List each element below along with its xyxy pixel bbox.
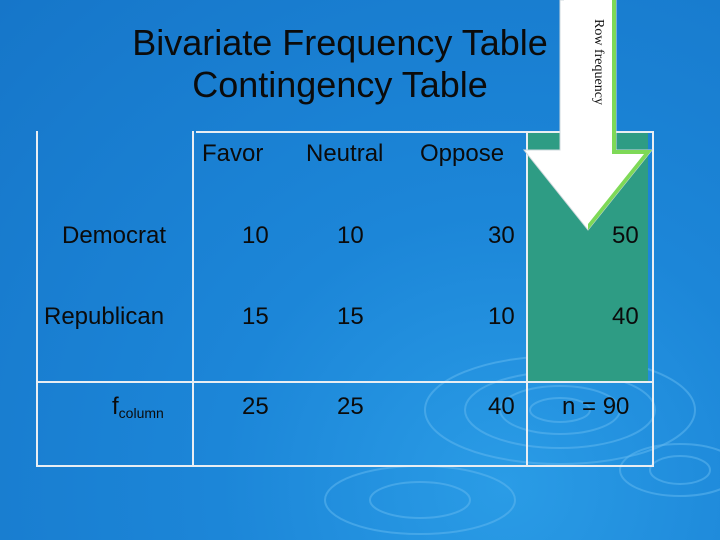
table-column-divider [526,131,528,467]
cell-democrat-total: 50 [612,222,639,249]
column-header-favor: Favor [202,140,264,167]
cell-democrat-favor: 10 [242,222,269,249]
table-row-divider [36,381,652,383]
cell-total-favor: 25 [242,393,269,420]
cell-republican-oppose: 10 [488,303,515,330]
row-frequency-label: Row frequency [591,19,606,105]
title-line-1: Bivariate Frequency Table [132,22,548,63]
cell-democrat-neutral: 10 [337,222,364,249]
row-label-column-frequency: fcolumn [112,393,164,427]
frequency-subscript: column [118,405,164,421]
cell-democrat-oppose: 30 [488,222,515,249]
title-line-2: Contingency Table [192,64,488,105]
row-label-republican: Republican [44,303,165,330]
table-top-border [196,131,652,133]
frequency-symbol: f [112,393,119,420]
cell-republican-total: 40 [612,303,639,330]
cell-republican-favor: 15 [242,303,269,330]
row-label-democrat: Democrat [62,222,167,249]
cell-grand-total: n = 90 [562,393,630,420]
cell-republican-neutral: 15 [337,303,364,330]
slide-title: Bivariate Frequency Table Contingency Ta… [60,22,620,106]
table-column-divider [192,131,194,467]
down-arrow-icon [522,0,654,231]
column-header-neutral: Neutral [306,140,384,167]
cell-total-neutral: 25 [337,393,364,420]
cell-total-oppose: 40 [488,393,515,420]
column-header-oppose: Oppose [420,140,505,167]
contingency-table [36,131,654,467]
